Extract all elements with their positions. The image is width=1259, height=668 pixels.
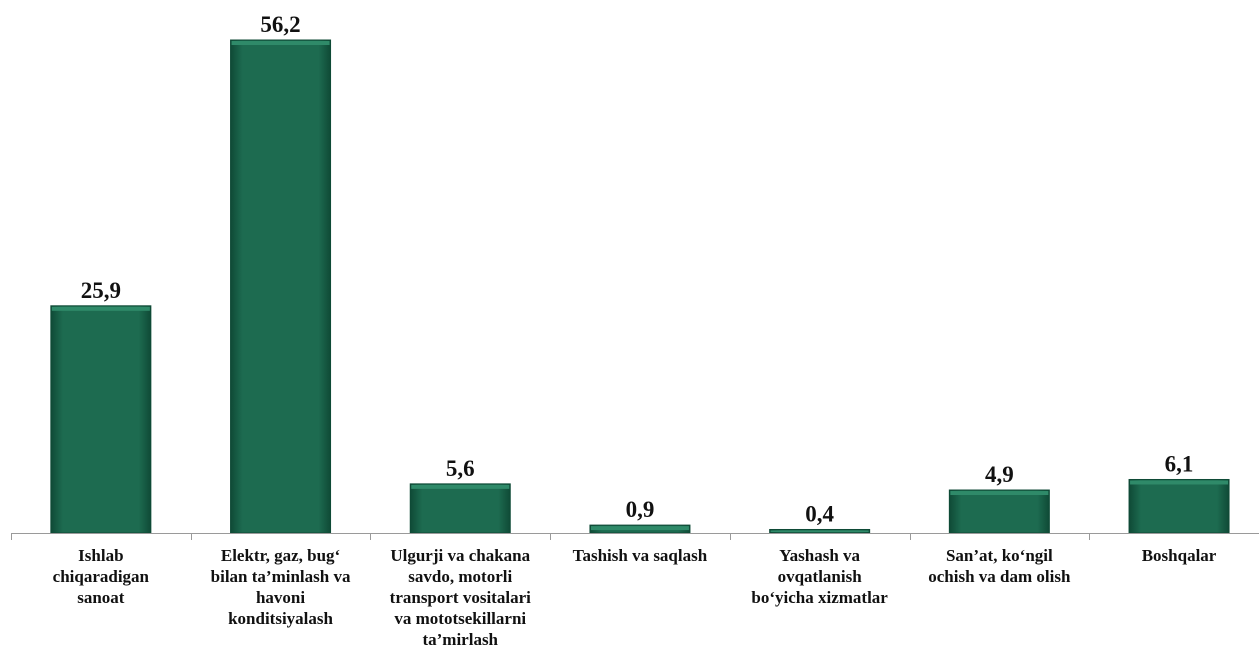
data-label: 6,1 (1165, 451, 1194, 476)
x-axis (12, 533, 1259, 540)
bar (410, 484, 510, 533)
bars-layer (51, 40, 1229, 533)
category-label-line: Tashish va saqlash (545, 545, 735, 566)
category-label-line: Ulgurji va chakana (365, 545, 555, 566)
category-label-line: San’at, ko‘ngil (904, 545, 1094, 566)
category-label-line: ochish va dam olish (904, 566, 1094, 587)
data-label: 5,6 (446, 456, 475, 481)
category-label-line: havoni (186, 587, 376, 608)
category-label-line: Yashash va (725, 545, 915, 566)
category-label-line: savdo, motorli (365, 566, 555, 587)
bar (51, 306, 151, 533)
bar-top-bevel (232, 41, 330, 45)
data-label: 56,2 (260, 12, 300, 37)
bar-top-bevel (1130, 480, 1228, 484)
category-label-line: ta’mirlash (365, 629, 555, 650)
category-label-line: Boshqalar (1084, 545, 1259, 566)
data-label: 4,9 (985, 462, 1014, 487)
bar (231, 40, 331, 533)
category-label-line: sanoat (6, 587, 196, 608)
category-label-line: chiqaradigan (6, 566, 196, 587)
bar-top-bevel (411, 485, 509, 489)
category-label: Boshqalar (1084, 545, 1259, 566)
data-label: 25,9 (81, 278, 121, 303)
category-label-line: bo‘yicha xizmatlar (725, 587, 915, 608)
category-label-line: transport vositalari (365, 587, 555, 608)
category-label-line: ovqatlanish (725, 566, 915, 587)
category-label-line: va mototsekillarni (365, 608, 555, 629)
category-label-line: Elektr, gaz, bug‘ (186, 545, 376, 566)
category-label: Tashish va saqlash (545, 545, 735, 566)
bar-top-bevel (771, 530, 869, 532)
bar (1129, 479, 1229, 533)
category-label-line: Ishlab (6, 545, 196, 566)
bar-top-bevel (591, 526, 689, 530)
bar-top-bevel (52, 307, 150, 311)
bar (949, 490, 1049, 533)
data-label: 0,9 (626, 497, 655, 522)
category-label-line: bilan ta’minlash va (186, 566, 376, 587)
data-label: 0,4 (805, 501, 834, 526)
category-label-line: konditsiyalash (186, 608, 376, 629)
bar-top-bevel (950, 491, 1048, 495)
